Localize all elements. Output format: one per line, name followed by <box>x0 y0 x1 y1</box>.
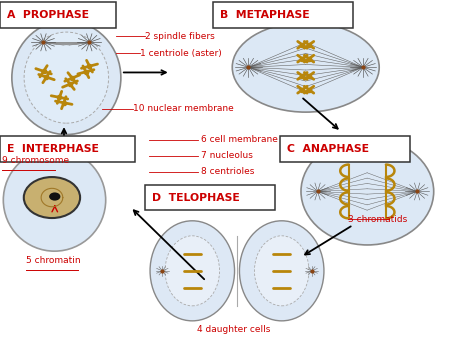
Ellipse shape <box>255 236 309 306</box>
Text: C  ANAPHASE: C ANAPHASE <box>287 144 369 154</box>
Ellipse shape <box>3 149 106 251</box>
Ellipse shape <box>301 138 434 245</box>
FancyBboxPatch shape <box>213 2 353 28</box>
Text: 2 spindle fibers: 2 spindle fibers <box>145 32 214 41</box>
Text: 7 nucleolus: 7 nucleolus <box>201 151 253 160</box>
Ellipse shape <box>150 221 235 321</box>
Text: E  INTERPHASE: E INTERPHASE <box>7 144 99 154</box>
Text: 4 daughter cells: 4 daughter cells <box>197 325 270 334</box>
Text: 1 centriole (aster): 1 centriole (aster) <box>140 49 221 58</box>
Text: 5 chromatin: 5 chromatin <box>26 256 81 265</box>
FancyBboxPatch shape <box>0 2 116 28</box>
Text: B  METAPHASE: B METAPHASE <box>220 10 310 20</box>
Ellipse shape <box>232 22 379 112</box>
Ellipse shape <box>239 221 324 321</box>
FancyBboxPatch shape <box>0 136 135 162</box>
Ellipse shape <box>24 32 109 123</box>
Text: 8 centrioles: 8 centrioles <box>201 167 255 176</box>
Circle shape <box>49 193 60 201</box>
Text: 10 nuclear membrane: 10 nuclear membrane <box>133 104 234 113</box>
Circle shape <box>24 177 80 218</box>
Ellipse shape <box>12 21 121 135</box>
Text: 6 cell membrane: 6 cell membrane <box>201 135 278 144</box>
FancyBboxPatch shape <box>280 136 410 162</box>
Text: 9 chromosome: 9 chromosome <box>2 156 70 165</box>
FancyBboxPatch shape <box>145 185 275 210</box>
Text: A  PROPHASE: A PROPHASE <box>7 10 89 20</box>
Text: 3 chromatids: 3 chromatids <box>348 215 408 224</box>
Ellipse shape <box>165 236 219 306</box>
Text: D  TELOPHASE: D TELOPHASE <box>152 193 239 203</box>
